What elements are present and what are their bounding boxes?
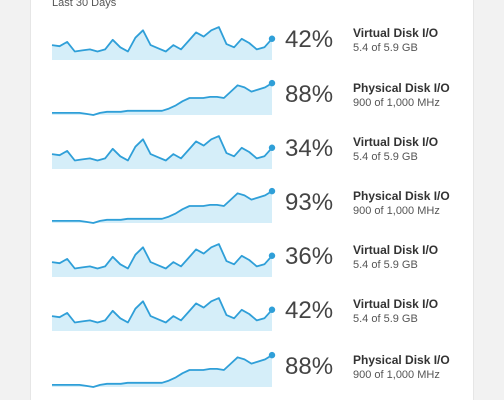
metric-name: Physical Disk I/O — [353, 189, 450, 203]
sparkline-line — [52, 190, 273, 224]
sparkline-end-point — [268, 187, 276, 195]
sparkline-chart — [52, 351, 276, 388]
metric-name: Virtual Disk I/O — [353, 135, 439, 149]
metric-detail: 900 of 1,000 MHz — [353, 205, 440, 217]
metric-info: Physical Disk I/O 900 of 1,000 MHz — [353, 189, 473, 218]
sparkline-area — [52, 191, 272, 223]
sparkline-chart — [51, 297, 276, 331]
panel-subtitle: Last 30 Days — [52, 0, 117, 9]
metric-detail: 900 of 1,000 MHz — [353, 369, 440, 381]
sparkline-area — [52, 244, 272, 277]
metric-name: Virtual Disk I/O — [353, 26, 439, 40]
sparkline-line — [51, 243, 273, 270]
metric-detail: 5.4 of 5.9 GB — [353, 42, 418, 54]
metric-name: Virtual Disk I/O — [353, 297, 439, 311]
sparkline-chart — [51, 26, 276, 61]
metric-row: 34% Virtual Disk I/O 5.4 of 5.9 GB — [51, 127, 473, 181]
metric-info: Virtual Disk I/O 5.4 of 5.9 GB — [353, 243, 473, 272]
sparkline-end-point — [268, 35, 276, 42]
metric-info: Virtual Disk I/O 5.4 of 5.9 GB — [353, 26, 473, 55]
metric-percent: 36% — [285, 243, 334, 270]
sparkline-end-point — [268, 351, 276, 359]
sparkline-area — [52, 27, 272, 61]
sparkline-end-point — [268, 79, 276, 87]
metric-info: Virtual Disk I/O 5.4 of 5.9 GB — [353, 297, 473, 326]
metric-row: 42% Virtual Disk I/O 5.4 of 5.9 GB — [51, 18, 473, 72]
sparkline-chart — [52, 79, 276, 116]
sparkline-end-point — [268, 252, 276, 259]
metric-row: 36% Virtual Disk I/O 5.4 of 5.9 GB — [51, 235, 473, 289]
metric-detail: 900 of 1,000 MHz — [353, 97, 440, 109]
metric-row: 42% Virtual Disk I/O 5.4 of 5.9 GB — [51, 289, 473, 343]
metric-percent: 34% — [285, 135, 334, 162]
sparkline-line — [51, 135, 273, 162]
sparkline-line — [52, 354, 273, 388]
sparkline-line — [51, 26, 273, 53]
metric-percent: 42% — [285, 26, 334, 53]
sparkline-end-point — [268, 144, 276, 151]
metric-percent: 42% — [285, 297, 334, 324]
metric-row: 93% Physical Disk I/O 900 of 1,000 MHz — [52, 181, 472, 235]
metric-percent: 88% — [285, 353, 334, 380]
metric-name: Physical Disk I/O — [353, 353, 450, 367]
sparkline-line — [52, 82, 273, 116]
metric-row: 88% Physical Disk I/O 900 of 1,000 MHz — [52, 345, 472, 399]
metric-name: Virtual Disk I/O — [353, 243, 439, 257]
metric-row: 88% Physical Disk I/O 900 of 1,000 MHz — [52, 73, 472, 127]
metric-name: Physical Disk I/O — [353, 81, 450, 95]
sparkline-area — [52, 83, 272, 115]
sparkline-area — [52, 136, 272, 169]
sparkline-chart — [51, 135, 276, 169]
metric-percent: 88% — [285, 81, 334, 108]
sparkline-chart — [51, 243, 276, 277]
metric-detail: 5.4 of 5.9 GB — [353, 151, 418, 163]
metric-percent: 93% — [285, 189, 334, 216]
sparkline-end-point — [268, 306, 276, 313]
metric-detail: 5.4 of 5.9 GB — [353, 313, 418, 325]
metric-info: Physical Disk I/O 900 of 1,000 MHz — [353, 353, 473, 382]
metric-info: Virtual Disk I/O 5.4 of 5.9 GB — [353, 135, 473, 164]
metric-info: Physical Disk I/O 900 of 1,000 MHz — [353, 81, 473, 110]
metric-detail: 5.4 of 5.9 GB — [353, 259, 418, 271]
sparkline-area — [52, 355, 272, 387]
sparkline-area — [52, 298, 272, 331]
sparkline-chart — [52, 187, 276, 224]
sparkline-line — [51, 297, 273, 324]
